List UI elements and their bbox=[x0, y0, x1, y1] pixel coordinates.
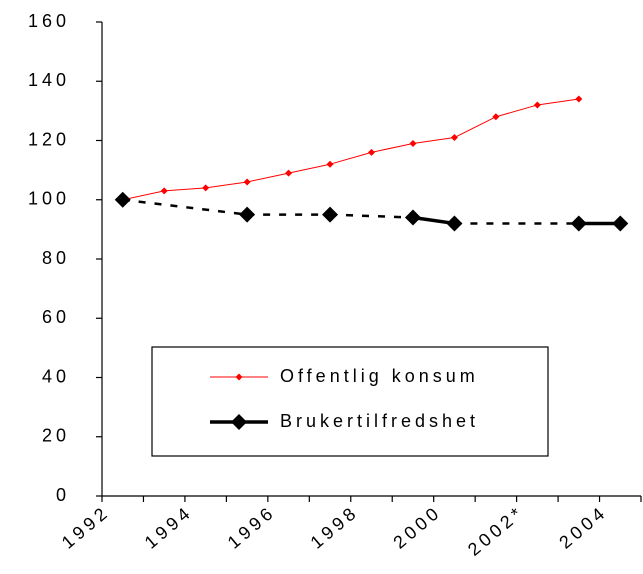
legend-label: Brukertilfredshet bbox=[280, 411, 479, 431]
marker bbox=[404, 209, 421, 226]
marker bbox=[533, 101, 541, 109]
marker bbox=[114, 191, 131, 208]
marker bbox=[368, 148, 375, 156]
x-tick-label: 1998 bbox=[307, 501, 363, 552]
legend-label: Offentlig konsum bbox=[280, 366, 479, 386]
y-tick-label: 20 bbox=[42, 426, 70, 446]
y-tick-label: 140 bbox=[28, 70, 70, 90]
x-tick-label: 1996 bbox=[224, 501, 280, 552]
legend-marker bbox=[231, 414, 247, 430]
y-tick-label: 120 bbox=[28, 129, 70, 149]
marker bbox=[326, 160, 334, 168]
series-line bbox=[371, 142, 414, 153]
marker bbox=[612, 215, 629, 232]
x-tick-label: 2004 bbox=[555, 501, 611, 552]
series-line bbox=[412, 137, 455, 144]
marker bbox=[450, 134, 458, 142]
y-tick-label: 100 bbox=[28, 189, 70, 209]
legend-box bbox=[151, 346, 549, 457]
marker bbox=[243, 178, 251, 186]
x-tick-label: 1992 bbox=[58, 501, 114, 552]
series-line bbox=[454, 116, 497, 138]
y-tick-label: 60 bbox=[42, 307, 70, 327]
y-tick-label: 40 bbox=[42, 366, 70, 386]
series-line bbox=[164, 187, 206, 192]
series-line bbox=[122, 190, 165, 201]
marker bbox=[239, 206, 256, 223]
y-tick-label: 160 bbox=[28, 11, 70, 31]
marker bbox=[575, 95, 583, 103]
marker bbox=[202, 184, 210, 192]
marker bbox=[285, 169, 293, 177]
x-tick-label: 2002* bbox=[464, 501, 528, 559]
series-line bbox=[495, 104, 538, 118]
series-line bbox=[288, 163, 331, 174]
x-tick-label: 1994 bbox=[141, 501, 197, 552]
marker bbox=[570, 215, 587, 232]
y-tick-label: 0 bbox=[56, 485, 70, 505]
y-tick-label: 80 bbox=[42, 248, 70, 268]
marker bbox=[492, 113, 500, 121]
series-line bbox=[537, 98, 579, 106]
marker bbox=[160, 187, 168, 195]
x-tick-label: 2000 bbox=[390, 501, 446, 552]
series-line bbox=[247, 172, 289, 183]
series-line bbox=[205, 181, 248, 189]
series-line bbox=[329, 151, 372, 165]
marker bbox=[409, 139, 417, 147]
marker bbox=[446, 215, 463, 232]
marker bbox=[322, 206, 339, 223]
series-line bbox=[329, 213, 414, 219]
legend-marker bbox=[235, 373, 243, 381]
series-line bbox=[122, 198, 248, 216]
